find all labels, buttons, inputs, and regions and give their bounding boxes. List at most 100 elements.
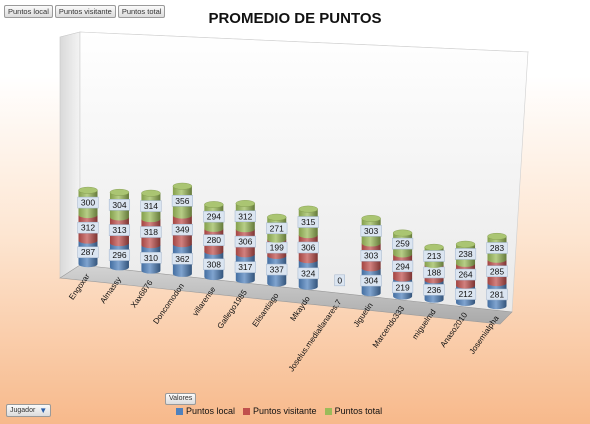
bar-top-jiguetin [361, 215, 381, 222]
bar-group-jiguetin: 304 303 303 [360, 215, 382, 297]
data-label-box [297, 216, 319, 228]
filter-icon: ▼ [39, 406, 48, 415]
bar-group-anaso2010: 212 264 238 [454, 240, 477, 306]
data-label-puntos-total-engoxar: 300 [81, 198, 95, 208]
data-label-box [234, 261, 256, 273]
data-label-puntos-total-xax6876: 314 [144, 201, 158, 211]
bar-top-engoxar [78, 186, 98, 194]
data-label-puntos-local-jiguetin: 304 [364, 276, 378, 286]
data-label-box [108, 224, 131, 236]
legend-swatch-puntos-total [324, 407, 332, 415]
data-label-puntos-total-doncomodon: 356 [175, 196, 189, 206]
bar-group-elisantiago: 337 199 271 [266, 213, 288, 287]
bar-top-elisantiago [267, 213, 287, 221]
data-label-puntos-total-jiguetin: 303 [364, 226, 378, 236]
bar-group-miguelmd: 236 188 213 [423, 243, 445, 303]
data-label-box [454, 248, 477, 260]
data-label-box [77, 221, 99, 234]
data-label-puntos-total-marcendo333: 259 [396, 239, 410, 249]
data-label-puntos-local-mkaydo: 324 [301, 268, 315, 278]
bar-group-xax6876: 310 318 314 [140, 189, 162, 274]
bar-top-doncomodon [172, 182, 193, 190]
data-label-puntos-local-engoxar: 287 [81, 247, 95, 257]
chart-floor [59, 264, 513, 325]
data-label-box [203, 258, 225, 271]
data-label-box [108, 249, 131, 261]
chart-title: PROMEDIO DE PUNTOS [208, 10, 382, 27]
data-label-box [360, 249, 382, 262]
data-label-box [77, 196, 99, 209]
data-label-puntos-total-anaso2010: 238 [458, 249, 472, 259]
data-label-puntos-visitante-elisantiago: 199 [270, 243, 284, 253]
legend-item-puntos-local: Puntos local [176, 406, 235, 416]
data-label-box [108, 199, 131, 211]
data-label-puntos-local-almassy: 296 [112, 250, 126, 260]
data-label-puntos-local-xax6876: 310 [144, 253, 158, 263]
bar-group-marcendo333: 219 294 259 [392, 229, 414, 300]
bar-top-mkaydo [298, 205, 318, 213]
legend-label-puntos-local: Puntos local [186, 406, 236, 416]
bar-group-villarense: 308 280 294 [203, 201, 225, 281]
bar-top-miguelmd [424, 243, 444, 251]
data-label-box [77, 246, 99, 258]
data-label-puntos-local-miguelmd: 236 [427, 285, 441, 295]
data-label-box [297, 241, 319, 254]
data-label-box [234, 210, 256, 223]
data-label-box [486, 265, 508, 278]
legend-swatch-puntos-visitante [243, 407, 251, 415]
data-label-box [234, 235, 256, 248]
data-label-puntos-total-josemialpha: 283 [490, 243, 504, 253]
data-label-puntos-total-miguelmd: 213 [427, 251, 441, 261]
bar-top-marcendo333 [392, 229, 413, 237]
field-button-puntos-total[interactable]: Puntos total [117, 5, 166, 18]
data-label-puntos-local-josemialpha: 281 [490, 289, 504, 299]
bar-group-almassy: 296 313 304 [108, 188, 131, 271]
data-label-box [266, 222, 288, 235]
bar-top-gallego1985 [235, 200, 256, 207]
bar-group-doncomodon: 362 349 356 [171, 182, 193, 277]
legend-item-puntos-visitante: Puntos visitante [243, 406, 317, 416]
data-label-puntos-total-mkaydo: 315 [301, 217, 315, 227]
data-label-puntos-local-villarense: 308 [207, 259, 221, 269]
data-label-puntos-local-doncomodon: 362 [175, 254, 189, 264]
data-label-box [423, 284, 445, 296]
data-label-puntos-local-gallego1985: 317 [238, 262, 252, 272]
legend-swatch-puntos-local [176, 407, 183, 415]
chart-bars: 287 312 300 296 313 304 310 318 314 362 349 356 308 2… [77, 182, 508, 310]
legend-label-puntos-total: Puntos total [334, 406, 383, 416]
data-label-box [334, 274, 345, 287]
jugador-label: Jugador [10, 407, 36, 414]
bar-group-gallego1985: 317 306 312 [234, 200, 256, 284]
legend-item-puntos-total: Puntos total [324, 406, 383, 416]
data-label-box [203, 210, 225, 223]
data-label-puntos-visitante-gallego1985: 306 [238, 237, 252, 247]
data-label-puntos-visitante-mkaydo: 306 [301, 243, 315, 253]
data-label-box [486, 288, 508, 301]
bar-top-xax6876 [141, 189, 161, 197]
data-label-puntos-visitante-doncomodon: 349 [175, 225, 189, 235]
values-button[interactable]: Valores [165, 393, 197, 405]
field-button-puntos-visitante[interactable]: Puntos visitante [54, 5, 116, 18]
data-label-box [360, 274, 382, 287]
field-button-puntos-local[interactable]: Puntos local [4, 5, 53, 18]
data-label-puntos-visitante-engoxar: 312 [81, 223, 95, 233]
data-label-puntos-total-elisantiago: 271 [270, 223, 284, 233]
data-label-box [486, 242, 508, 254]
data-label-box [171, 253, 193, 265]
field-buttons: Puntos local Puntos visitante Puntos tot… [4, 5, 166, 18]
bar-group-engoxar: 287 312 300 [77, 186, 99, 268]
data-label-zero-joselus-mediallanares-7: 0 [337, 275, 342, 285]
bar-group-joselus-mediallanares-7: 0 [334, 274, 345, 287]
data-label-box [392, 237, 414, 250]
jugador-filter-button[interactable]: Jugador ▼ [6, 404, 52, 417]
bar-top-anaso2010 [455, 240, 476, 248]
bar-group-mkaydo: 324 306 315 [297, 205, 319, 290]
data-label-box [423, 250, 445, 262]
data-label-box [392, 260, 414, 273]
bar-group-josemialpha: 281 285 283 [486, 232, 508, 310]
data-label-puntos-visitante-marcendo333: 294 [396, 261, 410, 271]
bar-top-almassy [109, 188, 130, 196]
data-label-puntos-visitante-anaso2010: 264 [458, 270, 472, 280]
data-label-puntos-total-villarense: 294 [207, 212, 221, 222]
